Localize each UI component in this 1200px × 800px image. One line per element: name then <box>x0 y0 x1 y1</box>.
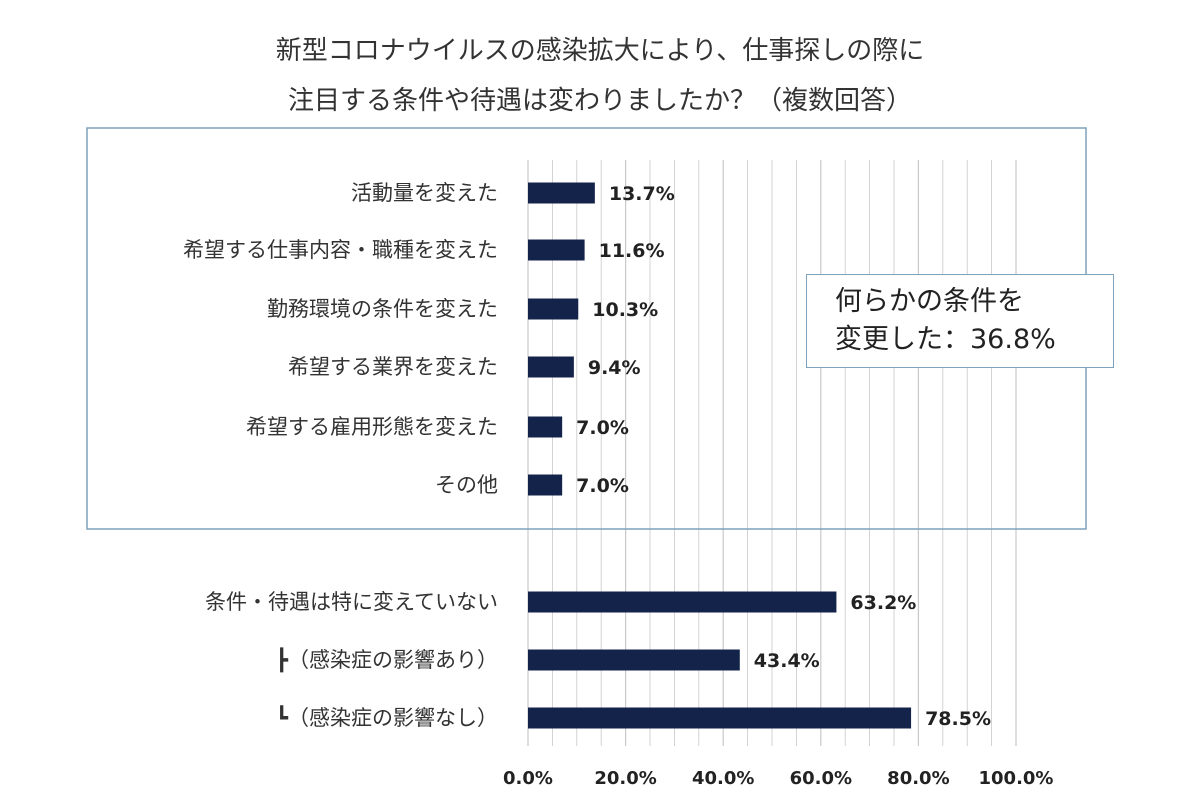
summary-callout-line2: 変更した：36.8% <box>835 324 1056 355</box>
category-label: ┗（感染症の影響なし） <box>275 705 498 730</box>
category-label: ┣（感染症の影響あり） <box>275 647 498 673</box>
chart-title-line1: 新型コロナウイルスの感染拡大により、仕事探しの際に <box>275 36 925 66</box>
category-label: 希望する雇用形態を変えた <box>246 415 498 439</box>
value-label: 78.5% <box>925 708 991 730</box>
value-label: 43.4% <box>754 650 820 672</box>
x-tick-label: 100.0% <box>979 768 1054 789</box>
category-labels: 活動量を変えた希望する仕事内容・職種を変えた勤務環境の条件を変えた希望する業界を… <box>183 181 498 730</box>
value-label: 7.0% <box>576 417 629 439</box>
category-label: 活動量を変えた <box>351 181 498 205</box>
x-tick-label: 40.0% <box>692 768 754 789</box>
category-label: 希望する業界を変えた <box>288 355 498 379</box>
category-label: 勤務環境の条件を変えた <box>267 297 498 321</box>
bars <box>528 182 912 729</box>
gridlines <box>527 160 1017 746</box>
value-labels: 13.7% 11.6% 10.3% 9.4% 7.0% 7.0% 63.2% 43.4% 78.… <box>576 183 991 730</box>
value-label: 11.6% <box>599 240 665 262</box>
bar <box>528 416 563 438</box>
x-tick-label: 60.0% <box>790 768 852 789</box>
value-label: 63.2% <box>850 592 916 614</box>
x-axis-ticks: 0.0% 20.0% 40.0% 60.0% 80.0% 100.0% <box>503 768 1053 789</box>
chart-title-line2: 注目する条件や待遇は変わりましたか？（複数回答） <box>287 86 912 116</box>
x-tick-label: 0.0% <box>503 768 553 789</box>
x-tick-label: 20.0% <box>594 768 656 789</box>
category-label: 条件・待遇は特に変えていない <box>205 590 498 614</box>
summary-callout-line1: 何らかの条件を <box>835 286 1024 317</box>
value-label: 10.3% <box>592 299 658 321</box>
value-label: 9.4% <box>588 357 641 379</box>
bar <box>528 707 912 729</box>
bar <box>528 298 579 320</box>
category-label: その他 <box>435 473 498 497</box>
bar <box>528 474 563 496</box>
bar <box>528 239 585 261</box>
value-label: 13.7% <box>609 183 675 205</box>
bar <box>528 649 740 671</box>
bar <box>528 182 595 204</box>
value-label: 7.0% <box>576 475 629 497</box>
chart-title: 新型コロナウイルスの感染拡大により、仕事探しの際に 注目する条件や待遇は変わりま… <box>0 26 1200 126</box>
x-tick-label: 80.0% <box>887 768 949 789</box>
bar <box>528 356 574 378</box>
category-label: 希望する仕事内容・職種を変えた <box>183 238 498 262</box>
summary-callout: 何らかの条件を 変更した：36.8% <box>806 274 1114 368</box>
bar <box>528 591 837 613</box>
